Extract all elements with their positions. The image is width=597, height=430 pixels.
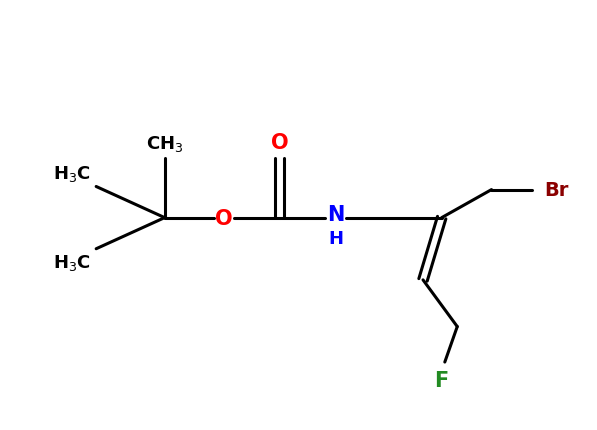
Text: N: N: [327, 204, 344, 224]
Text: H$_3$C: H$_3$C: [53, 252, 91, 272]
Text: O: O: [215, 208, 233, 228]
Text: CH$_3$: CH$_3$: [146, 134, 183, 154]
Text: O: O: [271, 133, 288, 153]
Text: H$_3$C: H$_3$C: [53, 164, 91, 184]
Text: Br: Br: [544, 181, 569, 200]
Text: F: F: [435, 370, 449, 390]
Text: H: H: [328, 229, 343, 247]
